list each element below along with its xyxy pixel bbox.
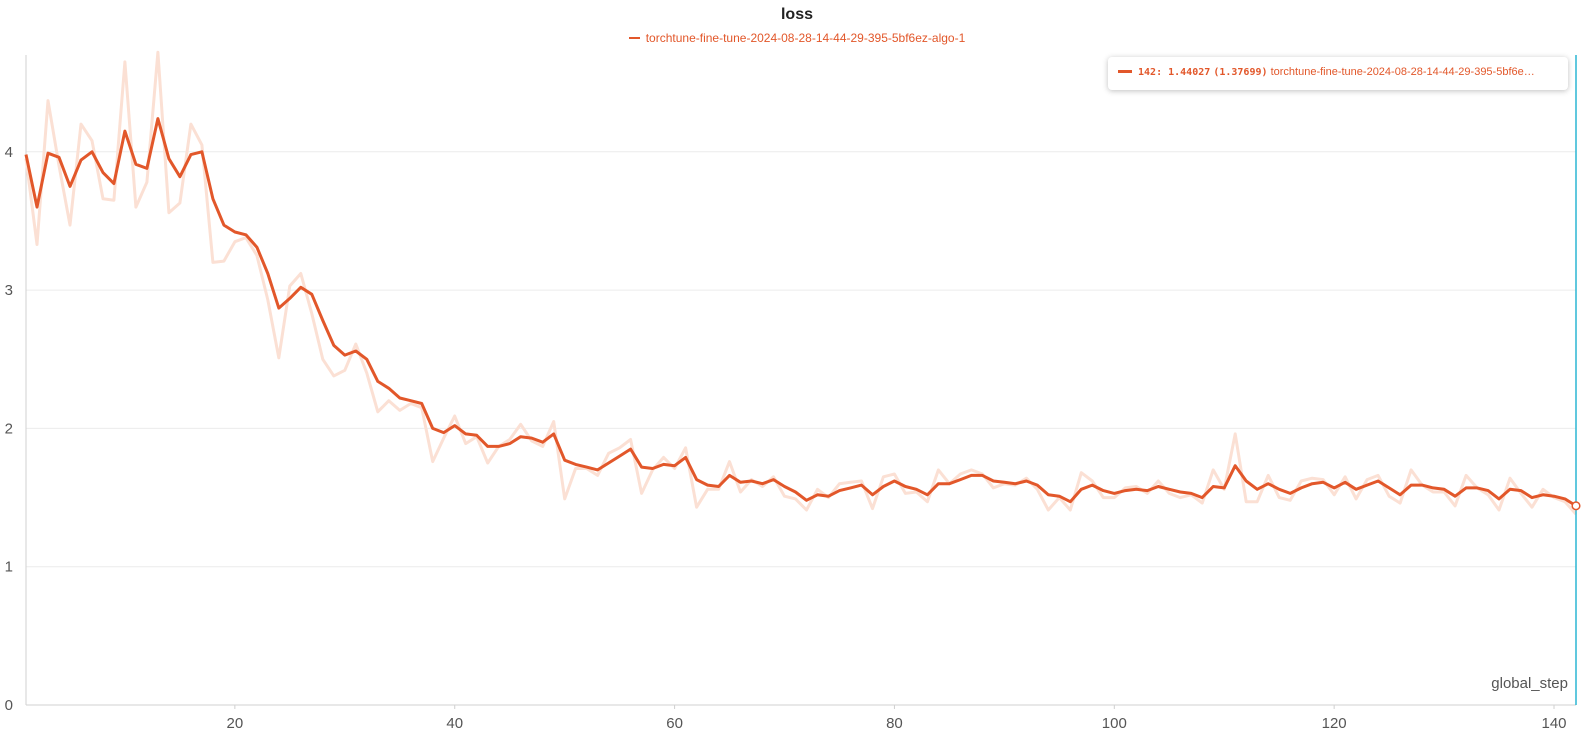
legend[interactable]: torchtune-fine-tune-2024-08-28-14-44-29-… xyxy=(0,31,1594,45)
y-tick-label: 3 xyxy=(5,282,13,299)
tooltip-raw-value: (1.37699) xyxy=(1213,67,1268,78)
y-tick-label: 0 xyxy=(5,697,13,714)
x-tick-label: 100 xyxy=(1102,715,1127,732)
x-tick-label: 20 xyxy=(227,715,244,732)
grid-lines xyxy=(26,151,1576,568)
legend-label: torchtune-fine-tune-2024-08-28-14-44-29-… xyxy=(645,31,966,45)
chart-title: loss xyxy=(780,6,813,23)
smoothed-series-line[interactable] xyxy=(24,117,1577,508)
raw-series-line xyxy=(24,50,1578,516)
tooltip-swatch xyxy=(1118,69,1132,73)
x-tick-label: 60 xyxy=(666,715,683,732)
tooltip-step: 142 xyxy=(1138,67,1157,78)
axes xyxy=(25,55,1576,709)
y-tick-label: 2 xyxy=(5,420,13,437)
y-tick-labels: 0 1 2 3 4 xyxy=(5,144,13,714)
tooltip-value: 1.44027 xyxy=(1168,67,1211,78)
tooltip-run-name: torchtune-fine-tune-2024-08-28-14-44-29-… xyxy=(1270,66,1535,78)
hover-point xyxy=(1571,501,1581,511)
x-tick-label: 40 xyxy=(446,715,463,732)
x-tick-labels: 20 40 60 80 100 120 140 xyxy=(227,715,1567,732)
legend-swatch xyxy=(628,36,640,39)
x-tick-label: 140 xyxy=(1541,715,1566,732)
hover-tooltip: 142: 1.44027 (1.37699) torchtune-fine-tu… xyxy=(1108,57,1568,90)
tooltip-sep: : xyxy=(1156,67,1169,78)
x-axis-label: global_step xyxy=(1491,675,1568,692)
x-tick-label: 120 xyxy=(1322,715,1347,732)
y-tick-label: 1 xyxy=(5,559,13,576)
y-tick-label: 4 xyxy=(5,144,13,161)
x-tick-label: 80 xyxy=(886,715,903,732)
series-lines xyxy=(24,50,1578,516)
